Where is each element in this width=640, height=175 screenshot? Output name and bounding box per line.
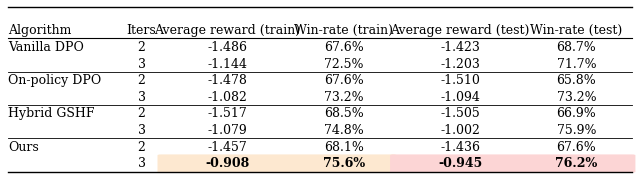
Text: 75.6%: 75.6% xyxy=(323,157,365,170)
Text: -1.436: -1.436 xyxy=(440,141,480,153)
Text: 3: 3 xyxy=(138,157,145,170)
Text: Vanilla DPO: Vanilla DPO xyxy=(8,41,84,54)
Text: -1.079: -1.079 xyxy=(208,124,248,137)
Text: 3: 3 xyxy=(138,58,145,71)
Text: Average reward (test): Average reward (test) xyxy=(390,24,530,37)
Text: 67.6%: 67.6% xyxy=(324,41,364,54)
Text: -1.144: -1.144 xyxy=(207,58,248,71)
Text: 2: 2 xyxy=(138,41,145,54)
Text: -1.203: -1.203 xyxy=(440,58,480,71)
Text: 72.5%: 72.5% xyxy=(324,58,364,71)
Text: -1.478: -1.478 xyxy=(207,74,248,87)
Text: -1.002: -1.002 xyxy=(440,124,480,137)
Text: -1.457: -1.457 xyxy=(208,141,248,153)
Text: 76.2%: 76.2% xyxy=(556,157,598,170)
Text: 3: 3 xyxy=(138,91,145,104)
Text: 68.1%: 68.1% xyxy=(324,141,364,153)
Text: 68.5%: 68.5% xyxy=(324,107,364,120)
Text: Ours: Ours xyxy=(8,141,38,153)
FancyBboxPatch shape xyxy=(390,154,636,173)
Text: 67.6%: 67.6% xyxy=(324,74,364,87)
Text: 65.8%: 65.8% xyxy=(557,74,596,87)
Text: 66.9%: 66.9% xyxy=(557,107,596,120)
Text: -1.505: -1.505 xyxy=(440,107,480,120)
Text: -1.094: -1.094 xyxy=(440,91,480,104)
Text: -1.486: -1.486 xyxy=(207,41,248,54)
Text: 3: 3 xyxy=(138,124,145,137)
Text: 67.6%: 67.6% xyxy=(557,141,596,153)
Text: Iters: Iters xyxy=(127,24,156,37)
Text: 2: 2 xyxy=(138,141,145,153)
Text: -1.082: -1.082 xyxy=(207,91,248,104)
Text: Algorithm: Algorithm xyxy=(8,24,71,37)
Text: 75.9%: 75.9% xyxy=(557,124,596,137)
Text: 74.8%: 74.8% xyxy=(324,124,364,137)
Text: -1.517: -1.517 xyxy=(208,107,248,120)
Text: 2: 2 xyxy=(138,107,145,120)
Text: On-policy DPO: On-policy DPO xyxy=(8,74,101,87)
Text: Hybrid GSHF: Hybrid GSHF xyxy=(8,107,94,120)
Text: Win-rate (train): Win-rate (train) xyxy=(294,24,394,37)
Text: -1.423: -1.423 xyxy=(440,41,480,54)
Text: -0.908: -0.908 xyxy=(205,157,250,170)
Text: -1.510: -1.510 xyxy=(440,74,480,87)
Text: 73.2%: 73.2% xyxy=(324,91,364,104)
Text: Average reward (train): Average reward (train) xyxy=(154,24,301,37)
Text: Win-rate (test): Win-rate (test) xyxy=(531,24,623,37)
Text: 71.7%: 71.7% xyxy=(557,58,596,71)
Text: -0.945: -0.945 xyxy=(438,157,483,170)
Text: 68.7%: 68.7% xyxy=(557,41,596,54)
FancyBboxPatch shape xyxy=(157,154,396,173)
Text: 2: 2 xyxy=(138,74,145,87)
Text: 73.2%: 73.2% xyxy=(557,91,596,104)
